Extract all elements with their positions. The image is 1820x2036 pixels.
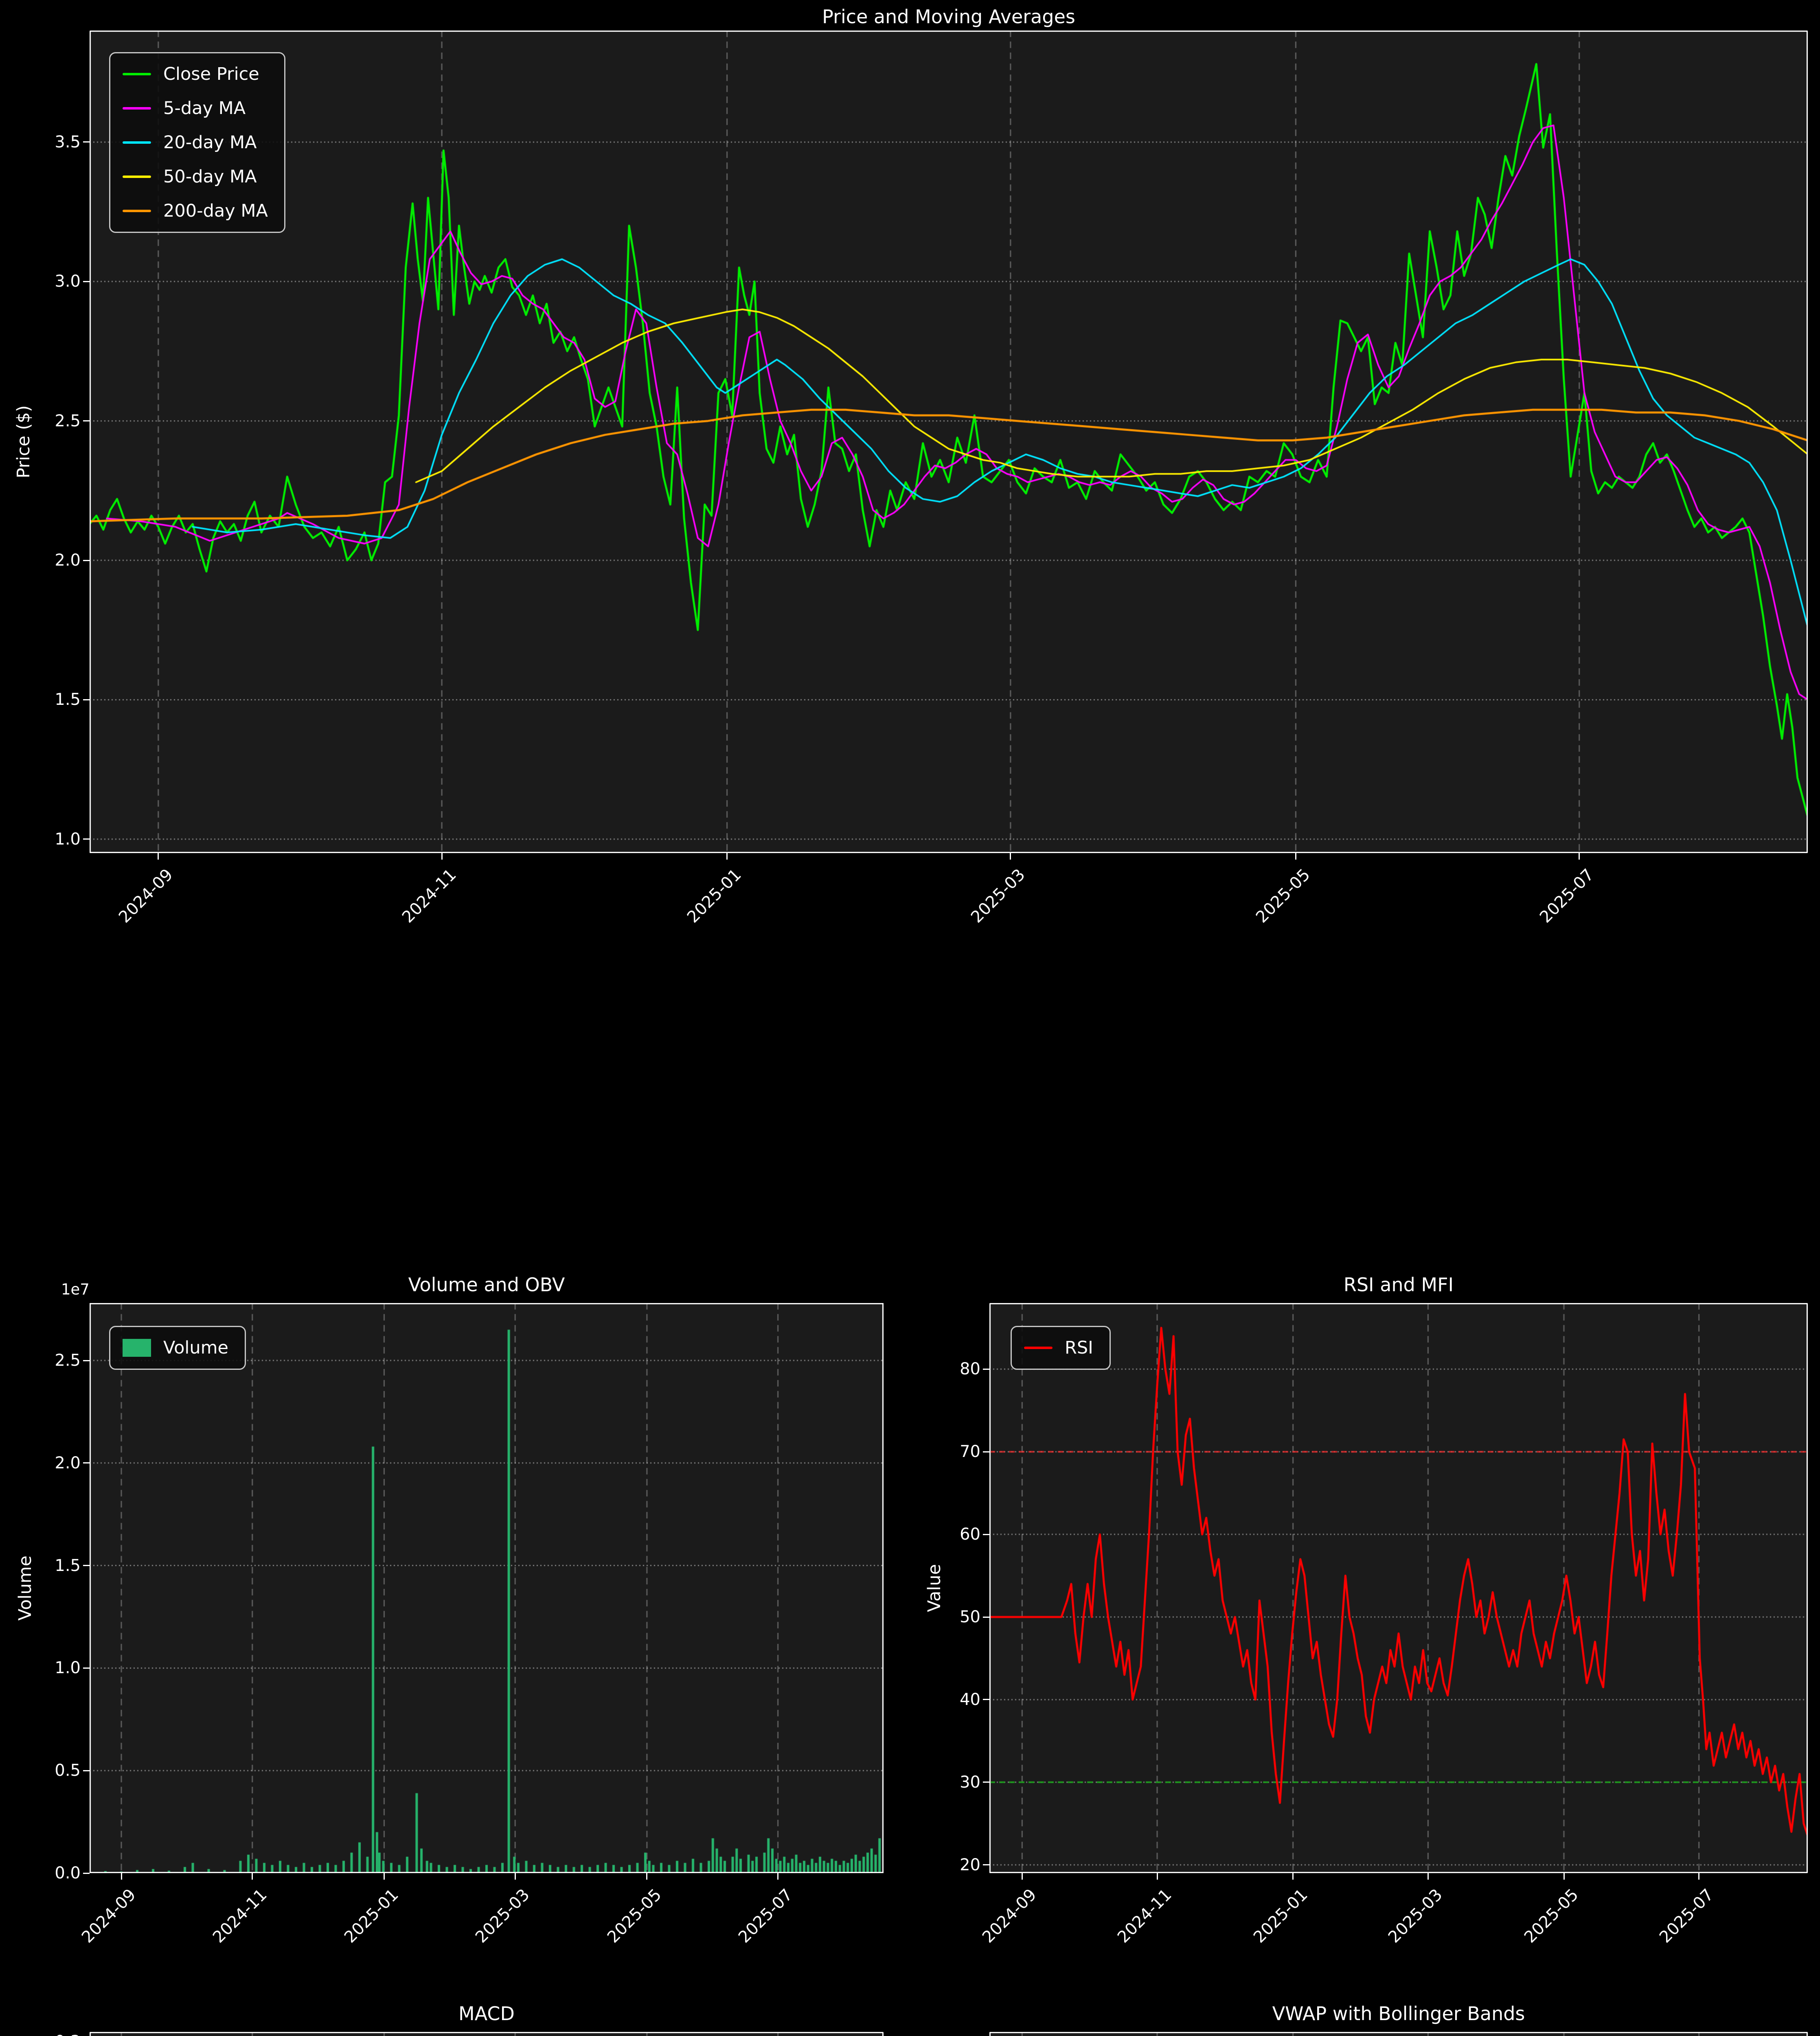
y-tick-mark — [83, 838, 90, 840]
ma20-line-swatch — [123, 141, 151, 144]
y-tick-mark — [83, 699, 90, 700]
y-tick-mark — [83, 1667, 90, 1669]
vwap-chart-title: VWAP with Bollinger Bands — [1272, 2003, 1525, 2025]
y-tick-mark — [983, 1782, 989, 1783]
volume-offset-label: 1e7 — [61, 1281, 90, 1298]
legend-label: 200-day MA — [163, 201, 268, 221]
x-tick-mark — [1427, 1873, 1429, 1880]
y-tick-mark — [83, 141, 90, 143]
y-tick-mark — [83, 420, 90, 422]
y-tick-mark — [983, 1368, 989, 1370]
legend-item-5day-ma: 5-day MA — [123, 98, 268, 118]
x-tick-mark — [158, 853, 159, 860]
legend-label: 20-day MA — [163, 132, 257, 153]
legend-label: 5-day MA — [163, 98, 246, 118]
x-tick-mark — [777, 1873, 779, 1880]
legend-label: Volume — [163, 1338, 228, 1358]
x-tick-mark — [383, 1873, 385, 1880]
x-tick-mark — [1563, 1873, 1565, 1880]
x-tick-mark — [252, 1873, 253, 1880]
x-tick-mark — [1292, 1873, 1294, 1880]
y-tick-label: 50 — [960, 1608, 980, 1626]
y-tick-label: 1.5 — [55, 690, 81, 709]
vwap-chart-canvas — [989, 2032, 1808, 2036]
ma50-line-swatch — [123, 176, 151, 178]
legend-label: Close Price — [163, 64, 259, 84]
ma200-line-swatch — [123, 210, 151, 212]
y-tick-label: 0.0 — [55, 1864, 81, 1882]
y-tick-label: 2.0 — [55, 551, 81, 570]
y-tick-mark — [83, 559, 90, 561]
legend-item-20day-ma: 20-day MA — [123, 132, 268, 153]
x-tick-mark — [121, 1873, 122, 1880]
y-tick-mark — [983, 1699, 989, 1700]
y-tick-mark — [83, 281, 90, 282]
legend-item-200day-ma: 200-day MA — [123, 201, 268, 221]
x-tick-mark — [1156, 1873, 1158, 1880]
volume-chart-title: Volume and OBV — [408, 1274, 565, 1296]
macd-chart-canvas — [90, 2032, 884, 2036]
macd-chart-title: MACD — [458, 2003, 515, 2025]
y-tick-label: 20 — [960, 1855, 980, 1874]
y-tick-mark — [83, 1872, 90, 1874]
x-tick-mark — [726, 853, 728, 860]
close-price-line-swatch — [123, 73, 151, 75]
volume-bar-swatch — [123, 1339, 151, 1357]
x-tick-mark — [1698, 1873, 1700, 1880]
volume-chart-canvas — [90, 1303, 884, 1873]
y-tick-mark — [983, 1864, 989, 1866]
y-tick-label: 0.3 — [0, 2032, 81, 2036]
y-tick-label: 3.5 — [55, 132, 81, 151]
y-tick-mark — [83, 1360, 90, 1361]
y-tick-label: 70 — [960, 1442, 980, 1461]
rsi-chart-title: RSI and MFI — [1343, 1274, 1454, 1296]
legend-item-volume: Volume — [123, 1338, 228, 1358]
y-tick-label: 2.0 — [55, 1453, 81, 1472]
legend-label: 50-day MA — [163, 167, 257, 187]
y-tick-label: 1.5 — [55, 1556, 81, 1575]
y-tick-label: 40 — [960, 1690, 980, 1709]
y-tick-mark — [83, 1770, 90, 1771]
y-tick-label: 60 — [960, 1525, 980, 1544]
y-tick-label: 30 — [960, 1773, 980, 1792]
volume-chart-legend: Volume — [109, 1326, 246, 1370]
rsi-chart-canvas — [989, 1303, 1808, 1873]
x-tick-mark — [1295, 853, 1296, 860]
y-tick-label: 1.0 — [55, 829, 81, 849]
y-tick-mark — [983, 1616, 989, 1618]
x-tick-mark — [1579, 853, 1580, 860]
x-tick-mark — [514, 1873, 516, 1880]
rsi-line-swatch — [1024, 1347, 1053, 1349]
legend-item-close-price: Close Price — [123, 64, 268, 84]
x-tick-mark — [1010, 853, 1011, 860]
y-tick-label: 3.0 — [55, 272, 81, 291]
y-tick-mark — [83, 1462, 90, 1464]
y-tick-label: 0.5 — [55, 1761, 81, 1780]
y-tick-label: 80 — [960, 1360, 980, 1379]
y-tick-label: 2.5 — [55, 411, 81, 430]
y-tick-mark — [83, 1565, 90, 1566]
price-chart-title: Price and Moving Averages — [822, 6, 1075, 28]
legend-item-rsi: RSI — [1024, 1338, 1093, 1358]
price-chart-canvas — [90, 31, 1808, 853]
ma5-line-swatch — [123, 107, 151, 110]
y-tick-label: 2.5 — [55, 1351, 81, 1370]
x-tick-mark — [646, 1873, 648, 1880]
price-chart-legend: Close Price 5-day MA 20-day MA 50-day MA… — [109, 52, 285, 233]
y-tick-mark — [983, 1534, 989, 1535]
x-tick-mark — [1021, 1873, 1023, 1880]
rsi-chart-legend: RSI — [1011, 1326, 1111, 1370]
y-tick-mark — [983, 1451, 989, 1452]
rsi-chart-ylabel: Value — [924, 1564, 945, 1613]
legend-label: RSI — [1065, 1338, 1093, 1358]
y-tick-label: 1.0 — [55, 1659, 81, 1678]
x-tick-mark — [441, 853, 443, 860]
legend-item-50day-ma: 50-day MA — [123, 167, 268, 187]
